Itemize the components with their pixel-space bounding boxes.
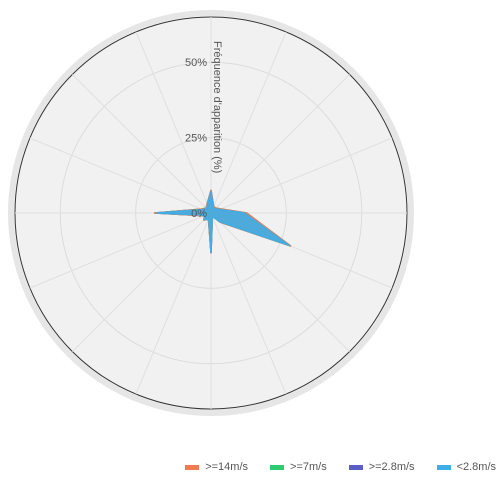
legend-swatch [270,464,285,470]
legend-item[interactable]: <2.8m/s [436,461,496,473]
tick-label: 50% [185,57,207,69]
legend-item[interactable]: >=14m/s [185,461,248,473]
legend-label: >=14m/s [205,461,249,473]
legend-label: <2.8m/s [456,461,496,473]
axis-title: Fréquence d'apparition (%) [211,41,223,173]
legend: >=14m/s >=7m/s >=2.8m/s <2.8m/s [185,461,496,473]
grid-spoke [210,137,393,214]
legend-item[interactable]: >=7m/s [270,461,327,473]
grid-spoke [135,31,212,214]
grid-spoke [210,31,287,214]
grid-spoke [29,137,212,214]
legend-swatch [185,464,200,470]
legend-swatch [436,464,451,470]
tick-label: 0% [191,208,207,220]
legend-label: >=2.8m/s [368,461,415,473]
grid-spoke [72,212,212,352]
grid-spoke [210,212,287,395]
legend-item[interactable]: >=2.8m/s [348,461,415,473]
legend-label: >=7m/s [290,461,327,473]
tick-label: 25% [185,133,207,145]
legend-swatch [348,464,363,470]
grid-spoke [135,212,212,395]
grid-spoke [29,212,212,289]
radial-tick-labels: 0% 25% 50% [185,57,207,220]
series-area-3 [155,191,290,253]
grid-spoke [72,74,212,214]
grid-spoke [210,212,350,352]
series-layer [153,189,292,254]
grid-spoke [210,74,350,214]
